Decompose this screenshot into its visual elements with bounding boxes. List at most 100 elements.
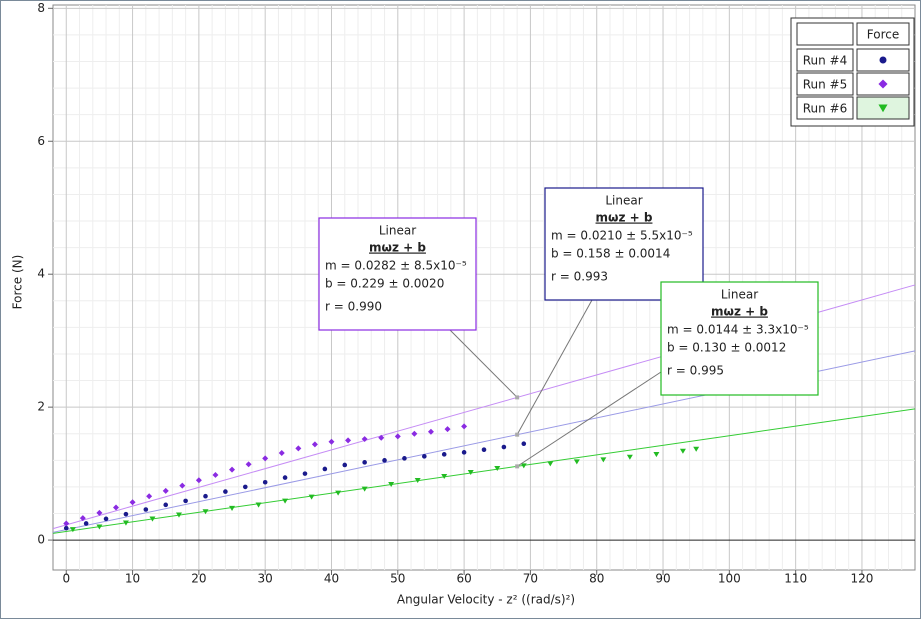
fit-line (52, 408, 916, 534)
point (345, 437, 352, 444)
point (308, 494, 315, 500)
legend-cell (856, 22, 910, 46)
y-tick-label: 2 (37, 400, 45, 414)
annotation-slope: m = 0.0144 ± 3.3x10⁻⁵ (667, 323, 809, 337)
point (122, 520, 129, 526)
x-tick-label: 70 (523, 572, 538, 586)
point (679, 448, 686, 454)
annotation-slope: m = 0.0282 ± 8.5x10⁻⁵ (325, 259, 467, 273)
point (163, 502, 169, 508)
point (693, 446, 700, 452)
point (143, 507, 149, 512)
point (547, 461, 554, 467)
annotation-equation: mωz + b (596, 211, 653, 225)
annotation-equation: mωz + b (711, 305, 768, 319)
point (494, 466, 501, 472)
point (461, 450, 467, 455)
legend-label: Run #4 (803, 54, 848, 68)
annotation-box (544, 187, 704, 301)
annotation-box (318, 217, 477, 331)
y-tick-label: 8 (37, 1, 45, 15)
point (96, 509, 103, 516)
x-tick-label: 90 (655, 572, 670, 586)
annotation-arrow (516, 371, 662, 467)
point (411, 430, 418, 437)
point (427, 428, 434, 435)
point (149, 516, 156, 522)
y-tick-label: 0 (37, 533, 45, 547)
annotation-arrow (516, 299, 593, 435)
annotation-handle (515, 395, 520, 400)
annotation-r: r = 0.990 (325, 300, 382, 314)
x-tick-label: 100 (718, 572, 741, 586)
point (444, 426, 451, 433)
grid: 0 10 20 30 40 50 60 70 80 90 100 110 120 0 2 4 6 8 (37, 1, 916, 586)
point (223, 489, 228, 494)
annotation-title: Linear (379, 224, 416, 238)
point (282, 498, 289, 504)
point (402, 456, 407, 461)
x-tick-label: 50 (390, 572, 405, 586)
point (600, 457, 607, 463)
annotation-title: Linear (605, 194, 642, 208)
annotation-equation: mωz + b (369, 241, 426, 255)
point (123, 511, 129, 517)
point (278, 450, 285, 457)
point (414, 477, 421, 484)
point (245, 461, 252, 468)
point (328, 438, 335, 445)
x-axis-label: Angular Velocity - z² ((rad/s)²) (397, 593, 575, 607)
fit-annotation: Linear mωz + b m = 0.0144 ± 3.3x10⁻⁵ b = 0.… (515, 281, 819, 469)
annotation-intercept: b = 0.229 ± 0.0020 (325, 277, 444, 291)
point (195, 477, 202, 484)
x-tick-label: 110 (784, 572, 807, 586)
point (322, 466, 328, 472)
annotation-r: r = 0.993 (551, 270, 608, 284)
legend-title: Force (867, 28, 899, 42)
annotation-r: r = 0.995 (667, 364, 724, 378)
point (146, 493, 153, 500)
legend-symbol (878, 104, 888, 113)
annotation-arrow (449, 329, 518, 398)
x-tick-label: 10 (125, 572, 140, 586)
point (229, 466, 236, 473)
legend-cell (796, 72, 854, 96)
legend-symbol (878, 79, 888, 89)
point (422, 454, 427, 459)
x-tick-label: 80 (589, 572, 604, 586)
point (626, 454, 633, 460)
legend-label: Run #5 (803, 78, 848, 92)
point (388, 481, 395, 488)
legend: Force Run #4 Run #5 Run #6 (790, 17, 915, 127)
point (96, 524, 103, 530)
point (63, 520, 70, 527)
point (361, 486, 368, 492)
x-tick-label: 30 (258, 572, 273, 586)
y-tick-label: 6 (37, 134, 45, 148)
y-tick-label: 4 (37, 267, 45, 281)
point (378, 434, 385, 441)
point (382, 458, 387, 463)
point (481, 447, 487, 452)
annotation-slope: m = 0.0210 ± 5.5x10⁻⁵ (551, 229, 693, 243)
annotation-handle (515, 464, 520, 469)
point (255, 502, 262, 508)
point (441, 452, 447, 457)
y-axis-label: Force (N) (11, 255, 25, 310)
point (83, 521, 89, 526)
legend-cell (796, 96, 854, 120)
point (129, 499, 136, 506)
point (203, 493, 208, 499)
point (302, 471, 308, 476)
annotation-title: Linear (721, 288, 758, 302)
point (441, 473, 448, 480)
point (335, 490, 342, 496)
point (295, 445, 302, 452)
point (394, 433, 401, 440)
point (461, 423, 468, 430)
fit-annotation: Linear mωz + b m = 0.0282 ± 8.5x10⁻⁵ b = 0.… (318, 217, 520, 400)
point (501, 444, 507, 450)
point (63, 525, 69, 531)
point (202, 509, 209, 515)
